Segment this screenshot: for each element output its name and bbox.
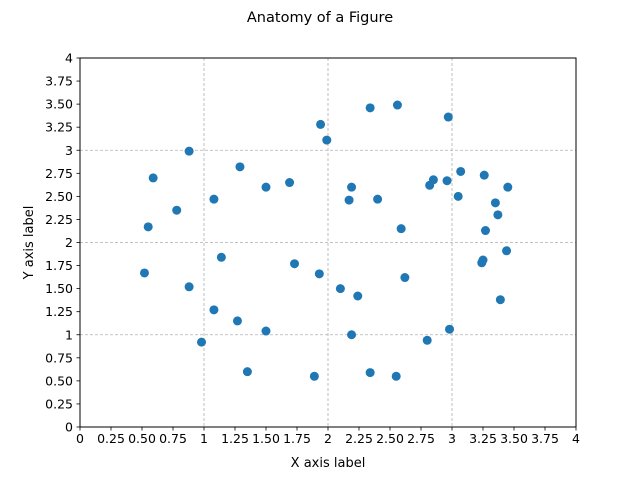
data-point: [396, 224, 406, 234]
data-point: [391, 371, 401, 381]
y-tick-label: 3: [65, 143, 73, 158]
data-point: [285, 178, 295, 188]
data-point: [209, 194, 219, 204]
data-point: [261, 182, 271, 192]
y-tick-label: 3.75: [45, 74, 73, 89]
data-point: [316, 119, 326, 129]
x-tick-label: 1.75: [283, 431, 311, 446]
x-tick-label: 3.50: [500, 431, 528, 446]
axis-ticks: 0 0.25 0.50 0.75 1 1.25 1.50 1.75 2 2.25 2.50 2.75 3…: [45, 51, 580, 447]
x-axis-label: X axis label: [291, 456, 366, 471]
data-point: [502, 246, 512, 256]
data-point: [232, 316, 242, 326]
data-point: [428, 175, 438, 185]
x-tick-label: 1.25: [221, 431, 249, 446]
data-point: [479, 170, 489, 180]
data-point: [314, 269, 324, 279]
data-point: [456, 166, 466, 176]
data-point: [235, 162, 245, 172]
data-point: [495, 295, 505, 305]
data-point: [209, 305, 219, 315]
y-tick-label: 3.50: [45, 97, 73, 112]
x-tick-label: 2.25: [345, 431, 373, 446]
data-point: [365, 368, 375, 378]
y-tick-label: 0.75: [45, 350, 73, 365]
data-point: [148, 173, 158, 183]
x-tick-label: 3.75: [531, 431, 559, 446]
y-tick-label: 0.25: [45, 396, 73, 411]
x-tick-label: 1: [200, 431, 208, 446]
data-point: [480, 226, 490, 236]
x-tick-label: 0.75: [159, 431, 187, 446]
data-point: [503, 182, 513, 192]
x-tick-label: 2.75: [407, 431, 435, 446]
y-tick-label: 4: [65, 51, 73, 66]
data-points: [139, 100, 513, 381]
y-tick-label: 2.25: [45, 212, 73, 227]
data-point: [353, 291, 363, 301]
x-tick-label: 1.50: [252, 431, 280, 446]
data-point: [344, 195, 354, 205]
y-axis-label: Y axis label: [22, 206, 37, 281]
x-tick-label: 0: [76, 431, 84, 446]
y-tick-label: 0: [65, 420, 73, 435]
x-tick-label: 3.25: [469, 431, 497, 446]
data-point: [400, 273, 410, 283]
data-point: [493, 210, 503, 220]
data-point: [290, 259, 300, 269]
data-point: [373, 194, 383, 204]
data-point: [478, 255, 488, 265]
data-point: [197, 337, 207, 347]
data-point: [347, 182, 357, 192]
x-tick-label: 0.50: [128, 431, 156, 446]
x-tick-label: 3: [448, 431, 456, 446]
data-point: [143, 222, 153, 232]
data-point: [216, 252, 226, 262]
data-point: [490, 198, 500, 208]
chart-title: Anatomy of a Figure: [247, 10, 393, 26]
data-point: [139, 268, 149, 278]
data-point: [392, 100, 402, 110]
y-tick-label: 1.50: [45, 281, 73, 296]
data-point: [184, 146, 194, 156]
y-tick-label: 3.25: [45, 120, 73, 135]
data-point: [443, 112, 453, 122]
data-point: [365, 103, 375, 113]
data-point: [242, 367, 252, 377]
y-tick-label: 1: [65, 327, 73, 342]
data-point: [445, 324, 455, 334]
y-tick-label: 2.75: [45, 166, 73, 181]
data-point: [422, 335, 432, 345]
x-tick-label: 2: [324, 431, 332, 446]
data-point: [172, 205, 182, 215]
data-point: [335, 284, 345, 294]
x-tick-label: 2.50: [376, 431, 404, 446]
y-tick-label: 1.75: [45, 258, 73, 273]
data-point: [322, 135, 332, 145]
y-tick-label: 2: [65, 235, 73, 250]
data-point: [453, 191, 463, 201]
y-tick-label: 0.50: [45, 373, 73, 388]
x-tick-label: 0.25: [97, 431, 125, 446]
x-tick-label: 4: [572, 431, 580, 446]
data-point: [442, 176, 452, 186]
data-point: [309, 371, 319, 381]
y-tick-label: 2.50: [45, 189, 73, 204]
data-point: [347, 330, 357, 340]
data-point: [261, 326, 271, 336]
grid-lines: [80, 58, 576, 427]
data-point: [184, 282, 194, 292]
y-tick-label: 1.25: [45, 304, 73, 319]
